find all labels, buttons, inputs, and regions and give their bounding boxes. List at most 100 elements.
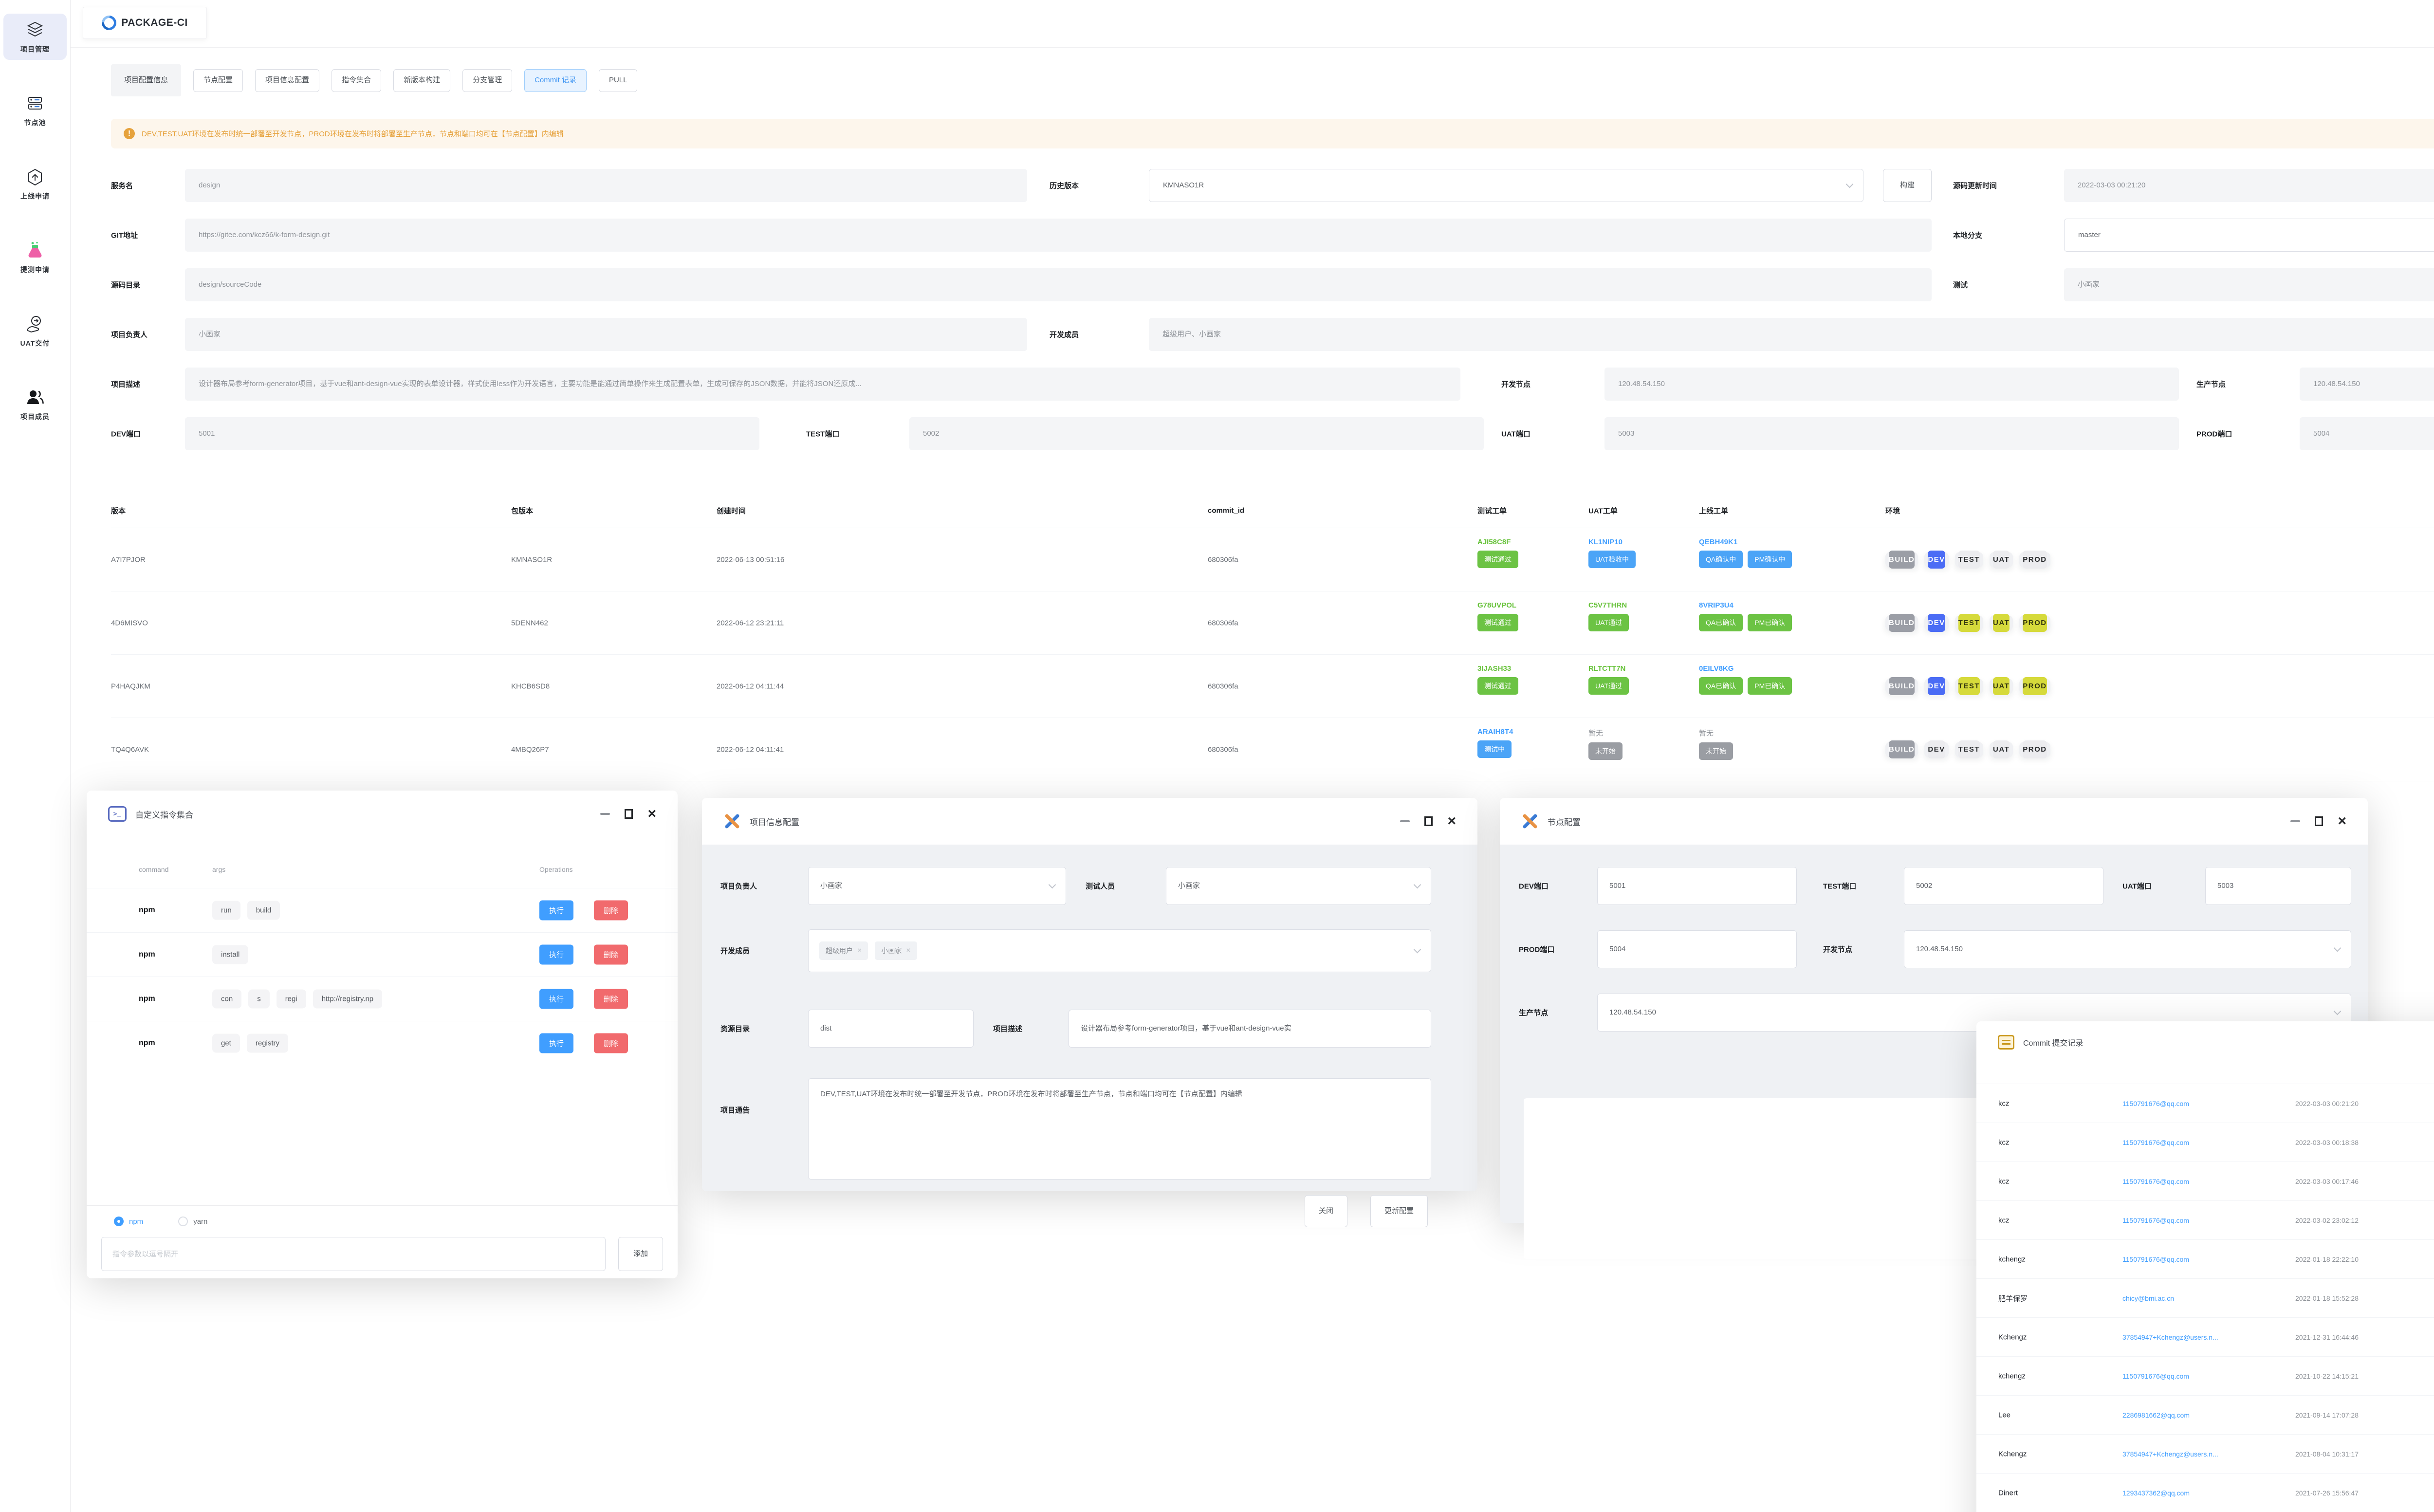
commit-email-link[interactable]: 1150791676@qq.com [2122,1372,2189,1380]
minimize-icon[interactable] [600,813,610,815]
env-chip[interactable]: PROD [2019,613,2050,632]
env-chip[interactable]: UAT [1990,550,2013,569]
env-chip[interactable]: UAT [1990,740,2013,758]
dev-port-input[interactable]: 5001 [1597,867,1797,905]
source-dir-field[interactable]: design/sourceCode [185,268,1932,301]
sidebar-item-project-members[interactable]: 项目成员 [3,381,67,427]
tab[interactable]: 分支管理 [462,69,513,92]
tag-remove-icon[interactable]: × [857,946,862,955]
env-chip[interactable]: TEST [1955,740,1984,758]
node-window-titlebar[interactable]: 节点配置 × [1500,798,2368,845]
delete-button[interactable]: 删除 [594,944,628,965]
sidebar-item-release-request[interactable]: 上线申请 [3,161,67,207]
commit-email-link[interactable]: 37854947+Kchengz@users.n... [2122,1450,2218,1458]
commit-email-link[interactable]: 37854947+Kchengz@users.n... [2122,1333,2218,1341]
commit-email-link[interactable]: 1150791676@qq.com [2122,1099,2189,1107]
close-icon[interactable]: × [2338,813,2346,829]
test-ticket-link[interactable]: 3IJASH33 [1477,664,1512,673]
env-chip[interactable]: DEV [1924,677,1949,695]
tab[interactable]: 项目配置信息 [111,64,182,96]
tab[interactable]: 项目信息配置 [255,69,320,92]
env-chip[interactable]: DEV [1924,550,1949,569]
tab[interactable]: 新版本构建 [393,69,451,92]
sidebar-item-uat-delivery[interactable]: UAT交付 [3,308,67,354]
env-chip[interactable]: DEV [1924,613,1949,632]
close-icon[interactable]: × [1447,813,1456,829]
yarn-radio[interactable]: yarn [178,1217,207,1226]
env-chip[interactable]: BUILD [1885,740,1918,758]
delete-button[interactable]: 删除 [594,1033,628,1053]
tag-remove-icon[interactable]: × [906,946,911,955]
test-ticket-link[interactable]: ARAIH8T4 [1477,728,1513,736]
test-ticket-link[interactable]: AJI58C8F [1477,538,1511,546]
tester-select[interactable]: 小画家 [1166,867,1431,905]
add-command-button[interactable]: 添加 [618,1237,663,1271]
env-chip[interactable]: TEST [1955,613,1984,632]
res-dir-input[interactable]: dist [808,1010,974,1048]
env-chip[interactable]: DEV [1924,740,1949,758]
command-window-titlebar[interactable]: >_ 自定义指令集合 × [87,791,678,837]
desc-input[interactable]: 设计器布局参考form-generator项目，基于vue和ant-design… [1069,1010,1431,1048]
update-config-button[interactable]: 更新配置 [1370,1195,1428,1227]
maximize-icon[interactable] [625,809,633,819]
commit-window-titlebar[interactable]: Commit 提交记录 × [1976,1021,2434,1063]
env-chip[interactable]: BUILD [1885,613,1918,632]
execute-button[interactable]: 执行 [539,989,574,1009]
npm-radio[interactable]: npm [114,1217,143,1226]
test-port-input[interactable]: 5002 [1904,867,2103,905]
sidebar-item-node-pool[interactable]: 节点池 [3,87,67,133]
env-chip[interactable]: TEST [1955,677,1984,695]
env-chip[interactable]: PROD [2019,550,2050,569]
delete-button[interactable]: 删除 [594,989,628,1009]
devs-multiselect[interactable]: 超级用户 × 小画家 × [808,929,1431,972]
online-ticket-link[interactable]: 8VRIP3U4 [1699,601,1733,609]
dev-node-select[interactable]: 120.48.54.150 [1904,930,2351,968]
minimize-icon[interactable] [2290,820,2301,822]
uat-ticket-link[interactable]: RLTCTT7N [1588,664,1626,673]
tab[interactable]: Commit 记录 [524,69,587,92]
env-chip[interactable]: PROD [2019,740,2050,758]
prod-port-input[interactable]: 5004 [1597,930,1797,968]
commit-email-link[interactable]: 1150791676@qq.com [2122,1177,2189,1185]
maximize-icon[interactable] [2315,816,2323,826]
uat-port-input[interactable]: 5003 [2205,867,2351,905]
delete-button[interactable]: 删除 [594,900,628,921]
uat-ticket-link[interactable]: 暂无 [1588,729,1604,738]
commit-email-link[interactable]: 1293437362@qq.com [2122,1489,2190,1497]
notice-textarea[interactable]: DEV,TEST,UAT环境在发布时统一部署至开发节点，PROD环境在发布时将部… [808,1078,1431,1180]
command-args-input[interactable] [101,1237,606,1271]
commit-email-link[interactable]: 1150791676@qq.com [2122,1138,2189,1146]
env-chip[interactable]: BUILD [1885,677,1918,695]
sidebar-item-test-request[interactable]: 提测申请 [3,234,67,280]
info-window-titlebar[interactable]: 项目信息配置 × [702,798,1477,845]
execute-button[interactable]: 执行 [539,944,574,965]
maximize-icon[interactable] [1424,816,1433,826]
env-chip[interactable]: BUILD [1885,550,1918,569]
tab[interactable]: 指令集合 [332,69,382,92]
close-icon[interactable]: × [647,806,656,822]
local-branch-select[interactable]: master [2064,219,2434,252]
close-button[interactable]: 关闭 [1305,1195,1348,1227]
app-logo[interactable]: PACKAGE-CI [83,7,207,39]
online-ticket-link[interactable]: 暂无 [1699,729,1714,738]
uat-ticket-link[interactable]: KL1NIP10 [1588,538,1623,546]
test-ticket-link[interactable]: G78UVPOL [1477,601,1517,609]
history-version-select[interactable]: KMNASO1R [1149,169,1863,202]
commit-email-link[interactable]: 1150791676@qq.com [2122,1255,2189,1263]
uat-ticket-link[interactable]: C5V7THRN [1588,601,1627,609]
execute-button[interactable]: 执行 [539,1033,574,1053]
online-ticket-link[interactable]: 0EILV8KG [1699,664,1734,673]
commit-email-link[interactable]: 2286981662@qq.com [2122,1411,2190,1419]
env-chip[interactable]: TEST [1955,550,1984,569]
owner-select[interactable]: 小画家 [808,867,1066,905]
commit-email-link[interactable]: 1150791676@qq.com [2122,1216,2189,1224]
execute-button[interactable]: 执行 [539,900,574,921]
sidebar-item-project-management[interactable]: 项目管理 [3,14,67,60]
tab[interactable]: PULL [598,69,638,92]
description-field[interactable]: 设计器布局参考form-generator项目，基于vue和ant-design… [185,368,1460,401]
env-chip[interactable]: UAT [1990,677,2013,695]
env-chip[interactable]: PROD [2019,677,2050,695]
online-ticket-link[interactable]: QEBH49K1 [1699,538,1738,546]
minimize-icon[interactable] [1400,820,1410,822]
commit-email-link[interactable]: chicy@bmi.ac.cn [2122,1294,2175,1302]
